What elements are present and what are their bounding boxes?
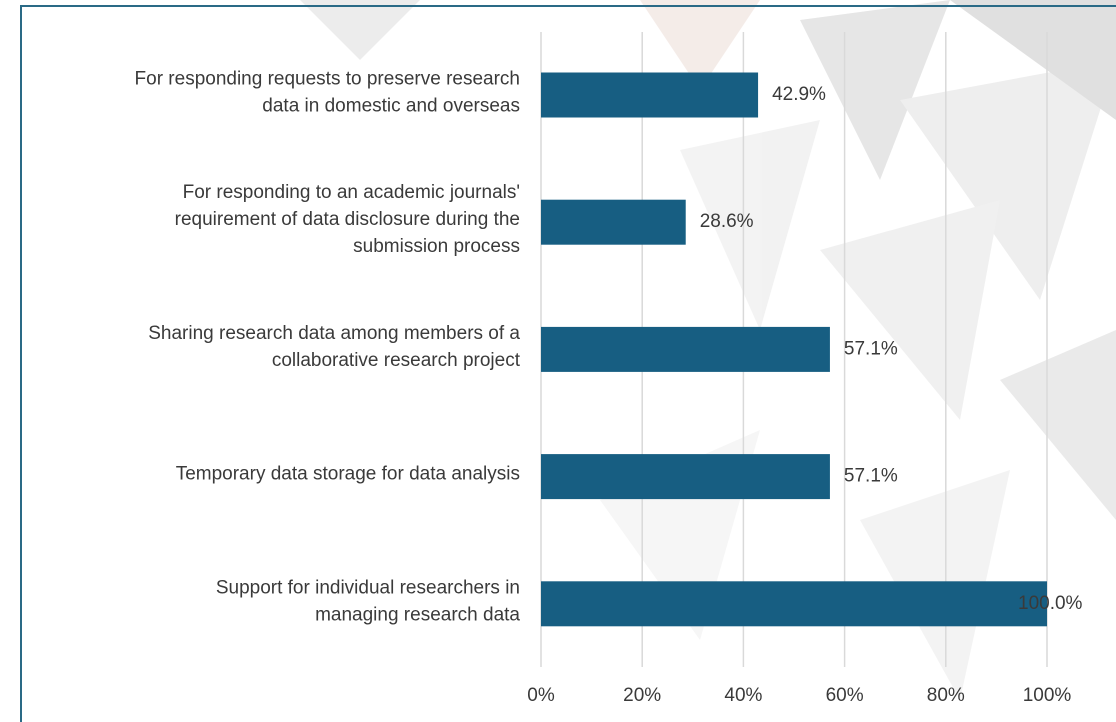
- bar: [541, 326, 830, 372]
- x-tick-label: 0%: [527, 685, 555, 706]
- x-tick-label: 100%: [1023, 685, 1072, 706]
- value-label: 28.6%: [700, 211, 754, 232]
- y-tick-label: Sharing research data among members of a: [148, 323, 520, 344]
- x-tick-label: 20%: [623, 685, 661, 706]
- y-tick-label: managing research data: [315, 604, 520, 625]
- y-tick-label: For responding requests to preserve rese…: [135, 69, 520, 90]
- y-tick-label: requirement of data disclosure during th…: [175, 209, 520, 230]
- bar: [541, 454, 830, 500]
- bar: [541, 199, 686, 245]
- value-label: 57.1%: [844, 338, 898, 359]
- bar: [541, 581, 1047, 627]
- value-label: 57.1%: [844, 466, 898, 487]
- y-tick-label: submission process: [353, 236, 520, 257]
- value-label: 100.0%: [1018, 593, 1083, 614]
- frame: [20, 5, 1116, 722]
- x-tick-label: 80%: [927, 685, 965, 706]
- y-tick-label: Temporary data storage for data analysis: [176, 464, 520, 485]
- y-tick-label: collaborative research project: [272, 350, 521, 371]
- y-tick-label: Support for individual researchers in: [216, 577, 520, 598]
- y-tick-label: data in domestic and overseas: [262, 96, 520, 117]
- value-label: 42.9%: [772, 84, 826, 105]
- x-tick-label: 40%: [724, 685, 762, 706]
- x-tick-label: 60%: [826, 685, 864, 706]
- bar: [541, 72, 759, 118]
- y-tick-label: For responding to an academic journals': [183, 182, 520, 203]
